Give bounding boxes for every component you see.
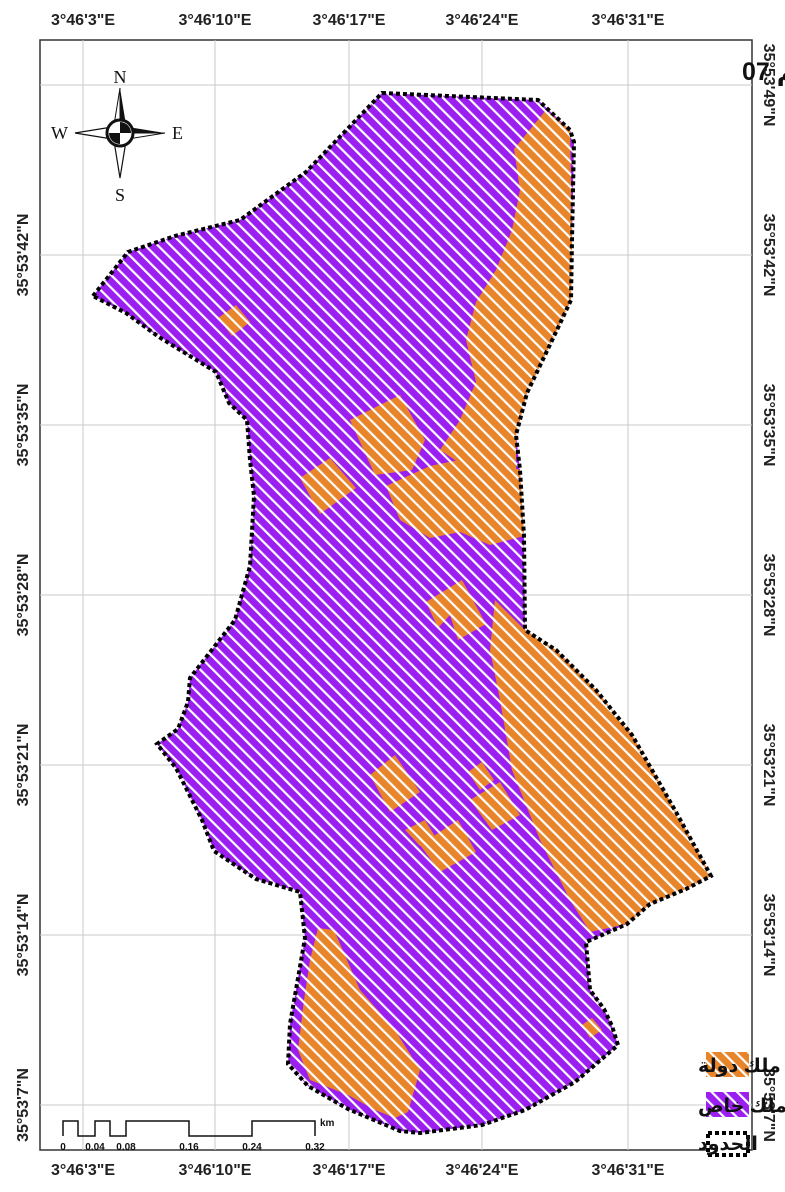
state-parcel <box>386 456 524 545</box>
compass-west: W <box>51 123 68 143</box>
right-lat-label: 35°53'49"N <box>760 44 777 127</box>
bottom-lon-label: 3°46'10"E <box>179 1162 252 1179</box>
state-parcel <box>218 305 250 336</box>
right-lat-label: 35°53'7"N <box>760 1068 777 1142</box>
state-property-parcels <box>218 110 711 1118</box>
scale-tick-label: 0.04 <box>85 1142 105 1153</box>
legend-swatch-state <box>706 1052 749 1077</box>
right-lat-label: 35°53'14"N <box>760 894 777 977</box>
bottom-longitude-labels: 3°46'3"E 3°46'10"E 3°46'17"E 3°46'24"E 3… <box>51 1162 665 1179</box>
legend: ملك دولة ملك خاص الحدود <box>698 1052 785 1157</box>
left-lat-label: 35°53'21"N <box>15 724 32 807</box>
state-parcel <box>350 395 425 475</box>
legend-label-state: ملك دولة <box>698 1056 781 1077</box>
bottom-lon-label: 3°46'24"E <box>446 1162 519 1179</box>
state-parcel <box>468 762 494 790</box>
right-lat-label: 35°53'28"N <box>760 554 777 637</box>
legend-label-boundary: الحدود <box>698 1134 758 1155</box>
state-parcel <box>420 820 476 872</box>
left-lat-label: 35°53'7"N <box>15 1068 32 1142</box>
state-parcel <box>370 755 420 812</box>
scale-tick-label: 0.32 <box>305 1142 325 1153</box>
top-lon-label: 3°46'17"E <box>313 12 386 29</box>
state-parcel <box>300 458 356 514</box>
scale-tick-label: 0.08 <box>116 1142 136 1153</box>
top-longitude-labels: 3°46'3"E 3°46'10"E 3°46'17"E 3°46'24"E 3… <box>51 12 665 29</box>
legend-swatch-private <box>706 1092 749 1117</box>
state-parcel <box>298 928 420 1118</box>
scale-tick-label: 0.24 <box>242 1142 262 1153</box>
top-lon-label: 3°46'24"E <box>446 12 519 29</box>
right-latitude-labels: 35°53'49"N 35°53'42"N 35°53'35"N 35°53'2… <box>760 44 777 1142</box>
bottom-lon-label: 3°46'3"E <box>51 1162 115 1179</box>
state-parcel <box>426 580 486 640</box>
study-area-boundary <box>89 90 714 1136</box>
map-title: خريطة: الطبيعة العقارية لمخطط شغل الاراض… <box>742 58 785 87</box>
top-lon-label: 3°46'10"E <box>179 12 252 29</box>
left-lat-label: 35°53'14"N <box>15 894 32 977</box>
scale-bar-labels: 0 0.04 0.08 0.16 0.24 0.32 km <box>60 1118 334 1153</box>
legend-swatch-boundary <box>706 1131 750 1157</box>
top-lon-label: 3°46'31"E <box>592 12 665 29</box>
compass-rose-icon: N S E W <box>51 67 183 205</box>
left-latitude-labels: 35°53'42"N 35°53'35"N 35°53'28"N 35°53'2… <box>15 214 32 1142</box>
bottom-lon-label: 3°46'31"E <box>592 1162 665 1179</box>
compass-south: S <box>115 185 125 205</box>
compass-east: E <box>172 123 183 143</box>
state-parcel <box>490 600 711 932</box>
state-parcel <box>582 1018 602 1038</box>
right-lat-label: 35°53'35"N <box>760 384 777 467</box>
scale-bar <box>62 1120 316 1137</box>
right-lat-label: 35°53'42"N <box>760 214 777 297</box>
bottom-lon-label: 3°46'17"E <box>313 1162 386 1179</box>
left-lat-label: 35°53'35"N <box>15 384 32 467</box>
state-parcel <box>470 782 520 830</box>
right-lat-label: 35°53'21"N <box>760 724 777 807</box>
compass-north: N <box>114 67 127 87</box>
left-lat-label: 35°53'42"N <box>15 214 32 297</box>
scale-tick-label: 0 <box>60 1142 66 1153</box>
scale-unit-label: km <box>320 1118 335 1129</box>
left-lat-label: 35°53'28"N <box>15 554 32 637</box>
scale-tick-label: 0.16 <box>179 1142 199 1153</box>
legend-label-private: ملك خاص <box>698 1096 785 1117</box>
top-lon-label: 3°46'3"E <box>51 12 115 29</box>
state-parcel <box>440 110 572 470</box>
state-parcel <box>405 820 436 846</box>
